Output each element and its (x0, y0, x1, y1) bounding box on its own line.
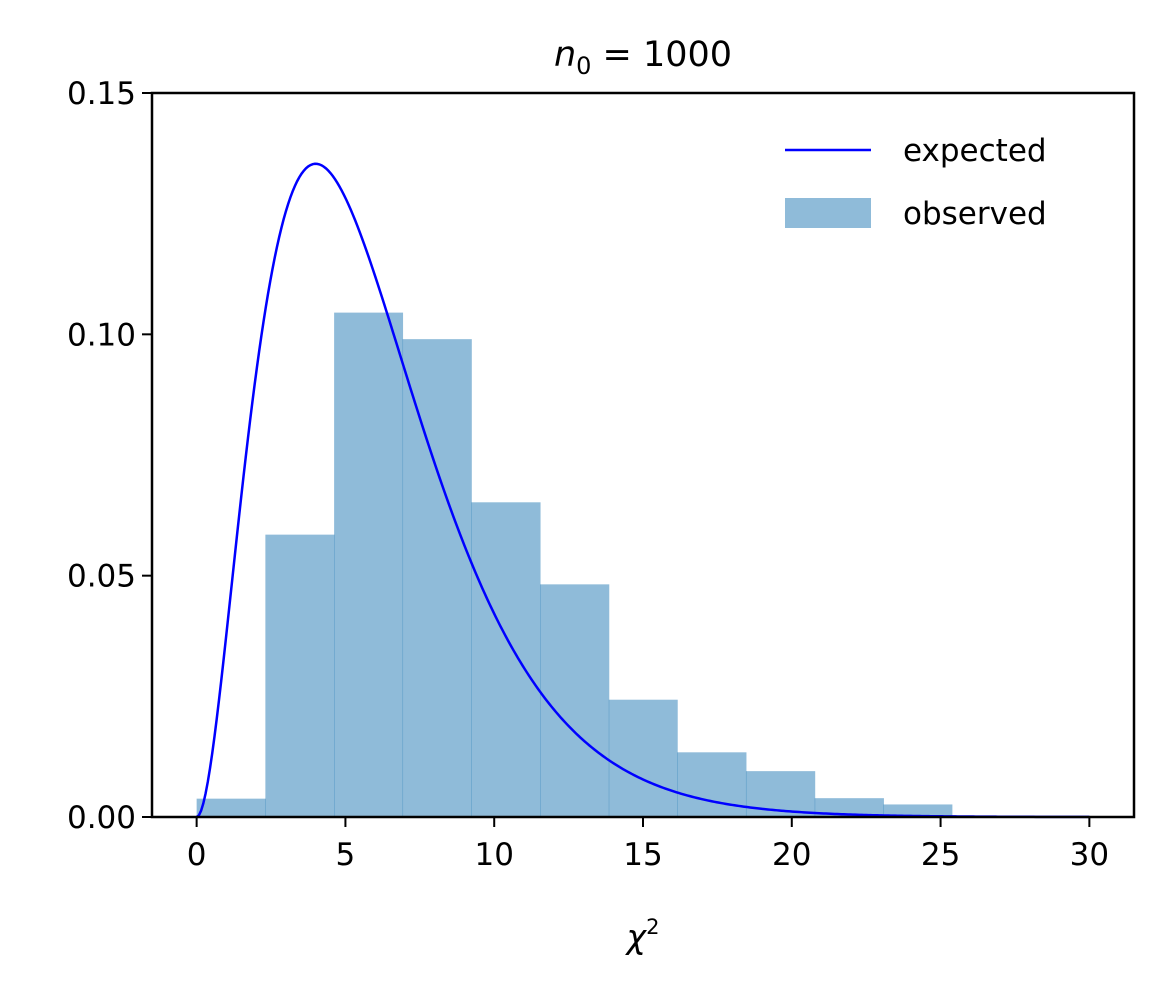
plot-frame (150, 91, 1136, 819)
histogram-bar (883, 804, 953, 817)
histogram-bar (471, 502, 541, 817)
y-tick-label: 0.00 (67, 800, 136, 836)
legend: expected observed (785, 133, 1047, 232)
x-tick-label: 10 (474, 837, 513, 873)
x-tick-label: 25 (921, 837, 960, 873)
x-axis: 0 5 10 15 20 25 30 (187, 817, 1109, 873)
chart-title: n0 = 1000 (554, 35, 732, 80)
histogram-bar (196, 798, 266, 817)
y-tick-label: 0.05 (67, 559, 136, 595)
x-axis-label: χ2 (625, 915, 660, 956)
histogram-bar (265, 534, 335, 817)
histogram-bars (196, 312, 953, 817)
legend-label-observed: observed (903, 196, 1047, 232)
y-tick-label: 0.10 (67, 317, 136, 353)
legend-label-expected: expected (903, 133, 1047, 169)
x-tick-label: 20 (772, 837, 811, 873)
histogram-bar (677, 752, 747, 817)
histogram-bar (540, 584, 610, 817)
legend-swatch-observed (785, 198, 871, 228)
x-tick-label: 30 (1070, 837, 1109, 873)
histogram-bar (608, 699, 678, 817)
title-rest: = 1000 (591, 35, 732, 75)
x-tick-label: 15 (623, 837, 662, 873)
y-tick-label: 0.15 (67, 76, 136, 112)
x-axis-label-variable: χ (625, 917, 648, 956)
title-subscript: 0 (576, 52, 591, 80)
x-tick-label: 5 (336, 837, 356, 873)
x-tick-label: 0 (187, 837, 207, 873)
x-axis-label-superscript: 2 (646, 915, 659, 939)
title-variable: n (554, 35, 576, 75)
histogram-bar (402, 339, 472, 817)
histogram-bar (334, 312, 404, 817)
histogram-bar (814, 798, 884, 817)
y-axis: 0.00 0.05 0.10 0.15 (67, 76, 152, 836)
